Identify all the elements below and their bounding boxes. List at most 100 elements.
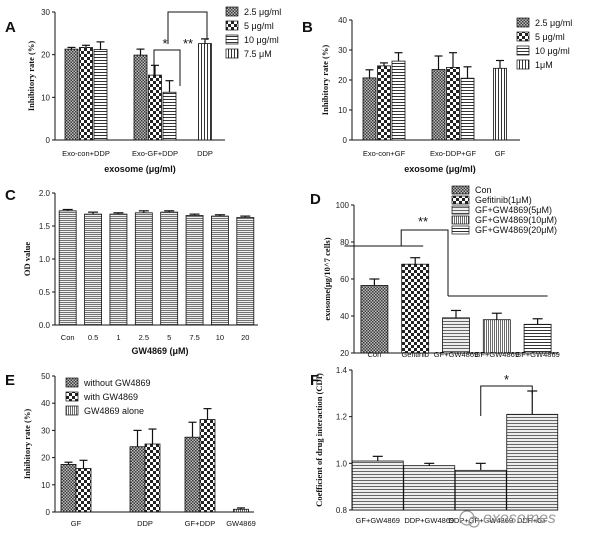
F-category-label: DDP+GF (517, 516, 548, 525)
panel-c: 0.0 0.5 1.0 1.5 2.0 OD value C Con 0.5 1 2.5 5 7.5 10… (5, 187, 258, 356)
E-bar (144, 443, 161, 513)
F-y-axis-label: Coefficient of drug interaction (CDI) (314, 373, 324, 507)
A-x-axis-label: exosome (μg/ml) (104, 164, 176, 174)
C-category-label: 7.5 (189, 333, 199, 342)
E-bar (199, 419, 216, 513)
E-bar (184, 436, 201, 513)
D-significance-label: ** (418, 214, 428, 229)
D-category-label: GF+GW4869 (475, 350, 519, 359)
E-y-tick-label: 10 (41, 481, 50, 490)
D-legend-label: Gefitinib(1μM) (475, 195, 532, 205)
C-y-tick-label: 0.5 (39, 288, 51, 297)
E-y-tick-label: 20 (41, 454, 50, 463)
B-legend-label: 2.5 μg/ml (535, 18, 572, 28)
D-category-label: Gefitinib (401, 350, 429, 359)
A-legend-label: 10 μg/ml (244, 35, 279, 45)
A-bar (162, 91, 177, 141)
F-category-label: DDP+GF+GW4869 (448, 516, 513, 525)
F-bar (403, 465, 456, 511)
F-category-label: GF+GW4869 (356, 516, 400, 525)
E-legend-swatch (65, 405, 79, 416)
C-bar (58, 210, 77, 326)
C-category-label: 10 (216, 333, 224, 342)
B-category-label: GF (495, 149, 506, 158)
E-bar (60, 463, 77, 513)
E-category-label: GW4869 (226, 519, 256, 528)
A-legend-label: 5 μg/ml (244, 21, 274, 31)
B-legend-label: 10 μg/ml (535, 46, 570, 56)
B-legend-swatch (516, 17, 530, 28)
C-category-label: 2.5 (139, 333, 149, 342)
D-category-label: GF+GW4869 (434, 350, 478, 359)
watermark-text: exosomes (483, 510, 556, 527)
E-legend-label: without GW4869 (83, 378, 151, 388)
panel-e: 0 10 20 30 40 50 Inhibitory rate (%) E GF DDP GF+D… (5, 372, 256, 528)
A-significance-bracket-outer (167, 11, 208, 44)
C-y-axis-label: OD value (22, 242, 32, 276)
A-bar (93, 49, 108, 141)
watermark-bubble-icon (459, 510, 475, 526)
B-legend-swatch (516, 59, 530, 70)
C-y-tick-label: 1.5 (39, 222, 51, 231)
B-bar (377, 65, 391, 141)
C-x-axis-label: GW4869 (μM) (131, 346, 188, 356)
D-legend-swatch (451, 225, 470, 235)
watermark: exosomes (459, 510, 556, 528)
D-bar (482, 319, 511, 354)
D-legend-swatch (451, 185, 470, 195)
C-bar (84, 213, 102, 326)
A-legend-label: 2.5 μg/ml (244, 7, 281, 17)
A-y-axis-label: Inhibitory rate (%) (26, 41, 36, 112)
D-legend-swatch (451, 215, 470, 225)
A-category-label: Exo-GF+DDP (132, 149, 178, 158)
B-legend-label: 1μM (535, 60, 553, 70)
E-bar (75, 468, 92, 513)
B-bar (391, 60, 406, 141)
B-legend-swatch (516, 45, 530, 56)
C-category-label: Con (61, 333, 75, 342)
D-legend-label: GF+GW4869(5μM) (475, 205, 552, 215)
E-legend-label: GW4869 alone (84, 406, 144, 416)
B-panel-letter: B (302, 19, 313, 36)
panel-a: 0 10 20 30 Inhibitory rate (%) A Exo-con+DDP Ex… (5, 6, 281, 174)
D-y-tick-label: 100 (336, 201, 350, 210)
E-category-label: GF (71, 519, 82, 528)
C-y-tick-label: 0.0 (39, 321, 51, 330)
F-significance-label: * (504, 372, 509, 387)
C-panel-letter: C (5, 187, 16, 204)
F-bar (351, 460, 404, 511)
C-category-label: 0.5 (88, 333, 98, 342)
C-y-tick-label: 2.0 (39, 189, 51, 198)
D-y-tick-label: 60 (340, 275, 349, 284)
D-y-tick-label: 20 (340, 349, 349, 358)
C-category-label: 5 (167, 333, 171, 342)
D-legend-label: Con (475, 185, 492, 195)
E-category-label: DDP (137, 519, 153, 528)
F-y-tick-label: 0.8 (336, 506, 348, 515)
B-category-label: Exo-DDP+GF (430, 149, 476, 158)
F-significance-bracket (480, 385, 533, 416)
C-bar (134, 212, 153, 326)
C-bar (211, 215, 229, 326)
D-panel-letter: D (310, 191, 321, 208)
E-y-tick-label: 40 (41, 399, 50, 408)
E-y-tick-label: 30 (41, 426, 50, 435)
F-bar (454, 469, 507, 511)
E-y-tick-label: 0 (46, 508, 51, 517)
C-bar (160, 211, 179, 326)
B-y-tick-label: 40 (338, 16, 347, 25)
D-bar (360, 285, 389, 354)
E-legend-label: with GW4869 (83, 392, 138, 402)
E-y-axis-label: Inhibitory rate (%) (22, 409, 32, 480)
D-legend-swatch (451, 195, 470, 205)
D-significance-bracket (400, 229, 449, 296)
D-legend-swatch (451, 205, 470, 215)
B-y-tick-label: 10 (338, 106, 347, 115)
watermark-bubble-icon-small (468, 516, 480, 528)
panel-b: 0 10 20 30 40 Inhibitory rate (%) B Exo-con+GF E… (302, 16, 572, 174)
A-bar (64, 48, 79, 141)
D-legend-label: GF+GW4869(10μM) (475, 215, 557, 225)
A-significance-bracket (153, 49, 181, 86)
